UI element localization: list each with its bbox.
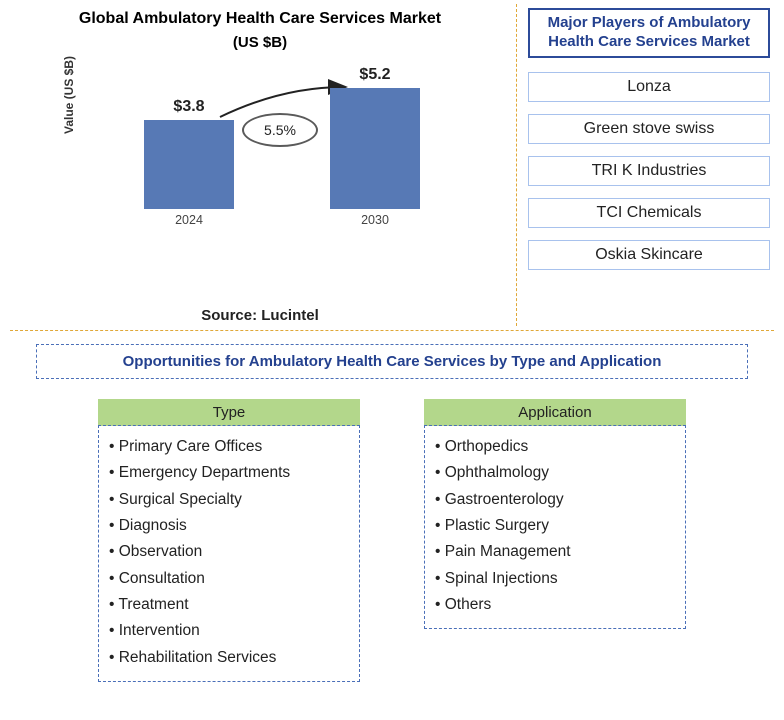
list-item: • Intervention: [109, 618, 349, 644]
y-axis-label: Value (US $B): [62, 56, 76, 134]
player-box: Green stove swiss: [528, 114, 770, 144]
list-item: • Ophthalmology: [435, 460, 675, 486]
opportunities-panel: Opportunities for Ambulatory Health Care…: [0, 330, 784, 682]
list-item: • Surgical Specialty: [109, 487, 349, 513]
list-item: • Observation: [109, 539, 349, 565]
growth-rate-oval: 5.5%: [242, 113, 318, 147]
chart-title: Global Ambulatory Health Care Services M…: [20, 10, 500, 28]
chart-panel: Global Ambulatory Health Care Services M…: [0, 0, 520, 330]
column-body: • Primary Care Offices• Emergency Depart…: [98, 425, 360, 682]
vertical-divider: [516, 4, 517, 326]
column-header: Type: [98, 399, 360, 426]
player-box: TCI Chemicals: [528, 198, 770, 228]
top-section: Global Ambulatory Health Care Services M…: [0, 0, 784, 330]
bar: $5.2: [330, 88, 420, 209]
column-body: • Orthopedics• Ophthalmology• Gastroente…: [424, 425, 686, 629]
player-box: TRI K Industries: [528, 156, 770, 186]
list-item: • Primary Care Offices: [109, 434, 349, 460]
opportunity-column: Type• Primary Care Offices• Emergency De…: [98, 399, 360, 682]
list-item: • Diagnosis: [109, 513, 349, 539]
list-item: • Treatment: [109, 592, 349, 618]
x-tick-label: 2030: [330, 213, 420, 227]
major-players-panel: Major Players of Ambulatory Health Care …: [520, 0, 784, 330]
x-tick-label: 2024: [144, 213, 234, 227]
major-players-list: Lonza Green stove swiss TRI K Industries TC…: [528, 72, 770, 270]
opportunities-columns: Type• Primary Care Offices• Emergency De…: [28, 399, 756, 682]
chart-subtitle: (US $B): [20, 34, 500, 51]
list-item: • Spinal Injections: [435, 566, 675, 592]
column-header: Application: [424, 399, 686, 426]
player-box: Lonza: [528, 72, 770, 102]
list-item: • Emergency Departments: [109, 460, 349, 486]
growth-rate-text: 5.5%: [264, 122, 296, 138]
horizontal-divider: [10, 330, 774, 331]
source-label: Source: Lucintel: [0, 307, 520, 324]
bar-chart: Value (US $B) 5.5% $3.82024$5.22030: [80, 69, 460, 239]
list-item: • Pain Management: [435, 539, 675, 565]
list-item: • Plastic Surgery: [435, 513, 675, 539]
plot-area: 5.5% $3.82024$5.22030: [122, 69, 442, 209]
list-item: • Orthopedics: [435, 434, 675, 460]
bar-value-label: $3.8: [144, 98, 234, 116]
major-players-header: Major Players of Ambulatory Health Care …: [528, 8, 770, 58]
opportunity-column: Application• Orthopedics• Ophthalmology•…: [424, 399, 686, 682]
list-item: • Rehabilitation Services: [109, 645, 349, 671]
list-item: • Consultation: [109, 566, 349, 592]
list-item: • Others: [435, 592, 675, 618]
opportunities-header: Opportunities for Ambulatory Health Care…: [36, 344, 748, 379]
bar-value-label: $5.2: [330, 66, 420, 84]
bar: $3.8: [144, 120, 234, 209]
player-box: Oskia Skincare: [528, 240, 770, 270]
list-item: • Gastroenterology: [435, 487, 675, 513]
